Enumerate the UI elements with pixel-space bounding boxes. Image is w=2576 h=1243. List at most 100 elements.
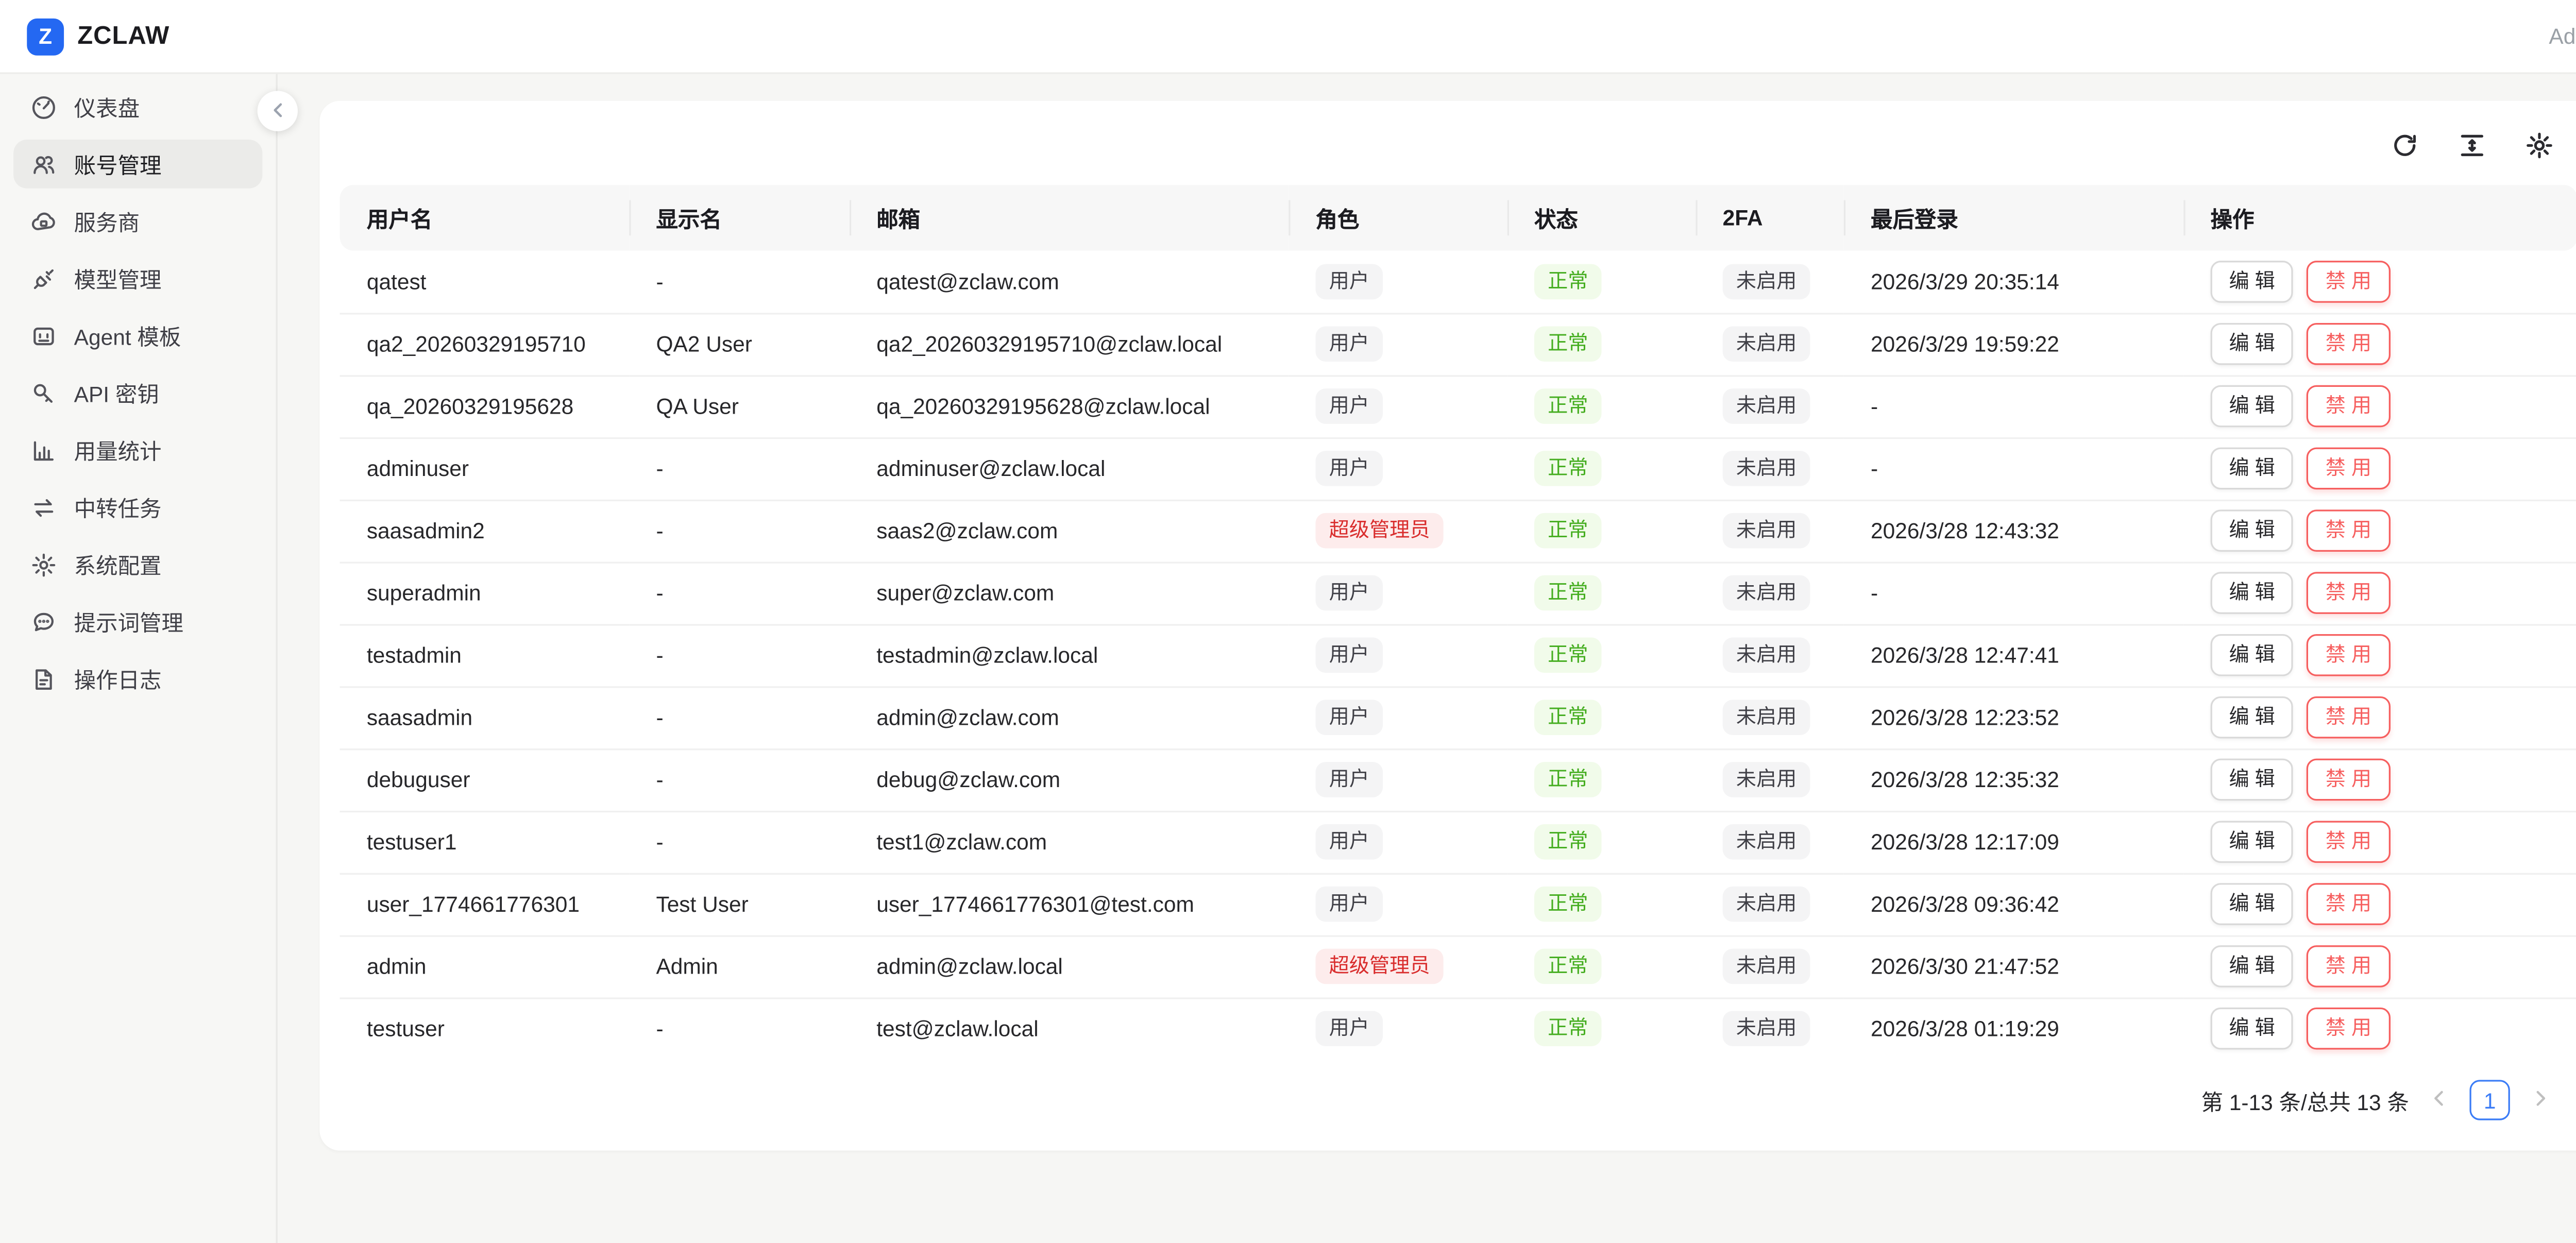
cell-email: qa2_20260329195710@zclaw.local [849, 313, 1289, 376]
edit-button[interactable]: 编 辑 [2210, 821, 2294, 863]
status-badge: 正常 [1534, 948, 1602, 984]
cell-last-login: 2026/3/29 19:59:22 [1843, 313, 2184, 376]
table-toolbar [340, 101, 2576, 185]
disable-button[interactable]: 禁 用 [2307, 509, 2390, 552]
disable-button[interactable]: 禁 用 [2307, 883, 2390, 925]
disable-button[interactable]: 禁 用 [2307, 821, 2390, 863]
cell-role: 超级管理员 [1289, 499, 1507, 563]
edit-button[interactable]: 编 辑 [2210, 883, 2294, 925]
edit-button[interactable]: 编 辑 [2210, 1008, 2294, 1050]
sidebar-item-accounts[interactable]: 账号管理 [13, 140, 263, 189]
cell-role: 用户 [1289, 313, 1507, 376]
sidebar-nav: 仪表盘账号管理服务商模型管理 Agent 模板 API 密钥用量统计中转任务系统配置… [0, 82, 276, 703]
chevron-right-icon [2530, 1087, 2550, 1113]
sidebar-item-usage-stats[interactable]: 用量统计 [13, 425, 262, 474]
sidebar-item-agent-templates[interactable]: Agent 模板 [13, 311, 262, 360]
disable-button[interactable]: 禁 用 [2307, 385, 2390, 428]
disable-button[interactable]: 禁 用 [2307, 758, 2390, 801]
cell-last-login: - [1843, 561, 2184, 625]
cell-last-login: 2026/3/28 09:36:42 [1843, 873, 2184, 936]
cell-last-login: 2026/3/28 01:19:29 [1871, 1016, 2059, 1042]
cell-actions: 编 辑禁 用 [2183, 873, 2576, 936]
disable-button[interactable]: 禁 用 [2307, 945, 2390, 987]
cell-2fa: 未启用 [1696, 624, 1844, 687]
cell-display-name: - [629, 437, 850, 501]
disable-button[interactable]: 禁 用 [2307, 696, 2390, 739]
next-page-button[interactable] [2527, 1080, 2553, 1120]
table-settings-button[interactable] [2523, 132, 2554, 163]
cell-username: adminuser [340, 437, 630, 501]
sidebar-collapse-button[interactable] [257, 91, 298, 131]
role-badge: 用户 [1315, 451, 1383, 486]
cell-username: testuser [366, 1016, 445, 1042]
pagination: 第 1-13 条/总共 13 条 1 [340, 1060, 2576, 1150]
cell-role: 用户 [1289, 624, 1507, 687]
cell-actions: 编 辑禁 用 [2183, 499, 2576, 563]
sidebar-item-system-config[interactable]: 系统配置 [13, 540, 262, 589]
cell-2fa: 未启用 [1696, 686, 1844, 750]
prev-page-button[interactable] [2426, 1080, 2453, 1120]
cell-status: 正常 [1507, 935, 1696, 998]
cell-2fa: 未启用 [1696, 313, 1844, 376]
cell-username: admin [340, 935, 630, 998]
cell-email: qatest@zclaw.com [849, 250, 1289, 314]
cell-username: saasadmin2 [340, 499, 630, 563]
edit-button[interactable]: 编 辑 [2210, 322, 2294, 365]
row-height-button[interactable] [2456, 133, 2486, 163]
refresh-button[interactable] [2389, 133, 2419, 163]
edit-button[interactable]: 编 辑 [2210, 447, 2294, 490]
cell-email: user_1774661776301@test.com [849, 873, 1289, 936]
sidebar: 仪表盘账号管理服务商模型管理 Agent 模板 API 密钥用量统计中转任务系统配置… [0, 74, 298, 1243]
disable-button[interactable]: 禁 用 [2307, 634, 2390, 676]
twofa-badge: 未启用 [1722, 263, 1810, 299]
table-header-row: 用户名 显示名 邮箱 角色 状态 2FA 最后登录 操作 [340, 185, 2576, 251]
cell-2fa: 未启用 [1696, 935, 1844, 998]
cell-2fa: 未启用 [1696, 250, 1844, 314]
twofa-badge: 未启用 [1722, 700, 1810, 735]
cell-status: 正常 [1507, 250, 1696, 314]
disable-button[interactable]: 禁 用 [2307, 447, 2390, 490]
disable-button[interactable]: 禁 用 [2307, 260, 2390, 302]
twofa-badge: 未启用 [1722, 637, 1810, 673]
cell-email: adminuser@zclaw.local [849, 437, 1289, 501]
sidebar-item-operation-logs[interactable]: 操作日志 [13, 654, 262, 703]
cell-actions: 编 辑禁 用 [2183, 561, 2576, 625]
cell-email: admin@zclaw.local [849, 935, 1289, 998]
page-1-button[interactable]: 1 [2469, 1080, 2510, 1120]
sidebar-item-label: 用量统计 [74, 439, 162, 465]
cell-actions: 编 辑禁 用 [2183, 250, 2576, 314]
cell-email: super@zclaw.com [849, 561, 1289, 625]
sidebar-item-api-keys[interactable]: API 密钥 [13, 368, 262, 417]
table-row: qa2_20260329195710 QA2 User qa2_2026032919… [340, 313, 2576, 376]
table-row: superadmin - super@zclaw.com 用户 正常 未启用 - 编 辑禁 用 [340, 561, 2576, 625]
edit-button[interactable]: 编 辑 [2210, 696, 2294, 739]
cell-last-login: 2026/3/28 12:43:32 [1843, 499, 2184, 563]
cell-username: qatest [340, 250, 630, 314]
sidebar-item-models[interactable]: 模型管理 [13, 254, 262, 303]
disable-button[interactable]: 禁 用 [2307, 322, 2390, 365]
disable-button[interactable]: 禁 用 [2307, 1008, 2390, 1050]
edit-button[interactable]: 编 辑 [2210, 758, 2294, 801]
cell-last-login: - [1843, 375, 2184, 438]
current-user-label[interactable]: Admin [2549, 23, 2576, 49]
edit-button[interactable]: 编 辑 [2210, 509, 2294, 552]
sidebar-item-relay-tasks[interactable]: 中转任务 [13, 483, 262, 532]
status-badge: 正常 [1534, 886, 1602, 922]
sidebar-item-prompts[interactable]: 提示词管理 [13, 597, 262, 646]
disable-button[interactable]: 禁 用 [2307, 572, 2390, 614]
edit-button[interactable]: 编 辑 [2210, 260, 2294, 302]
cell-display-name: - [629, 250, 850, 314]
sidebar-item-dashboard[interactable]: 仪表盘 [13, 82, 262, 131]
edit-button[interactable]: 编 辑 [2210, 634, 2294, 676]
cell-display-name: QA User [629, 375, 850, 438]
cell-last-login: 2026/3/28 12:17:09 [1843, 810, 2184, 874]
status-badge: 正常 [1534, 263, 1602, 299]
edit-button[interactable]: 编 辑 [2210, 945, 2294, 987]
edit-button[interactable]: 编 辑 [2210, 385, 2294, 428]
edit-button[interactable]: 编 辑 [2210, 572, 2294, 614]
sidebar-item-providers[interactable]: 服务商 [13, 197, 262, 246]
role-badge: 用户 [1315, 575, 1383, 611]
cell-username: testadmin [340, 624, 630, 687]
table-row: qa_20260329195628 QA User qa_2026032919562… [340, 375, 2576, 438]
cell-actions: 编 辑禁 用 [2183, 997, 2576, 1060]
